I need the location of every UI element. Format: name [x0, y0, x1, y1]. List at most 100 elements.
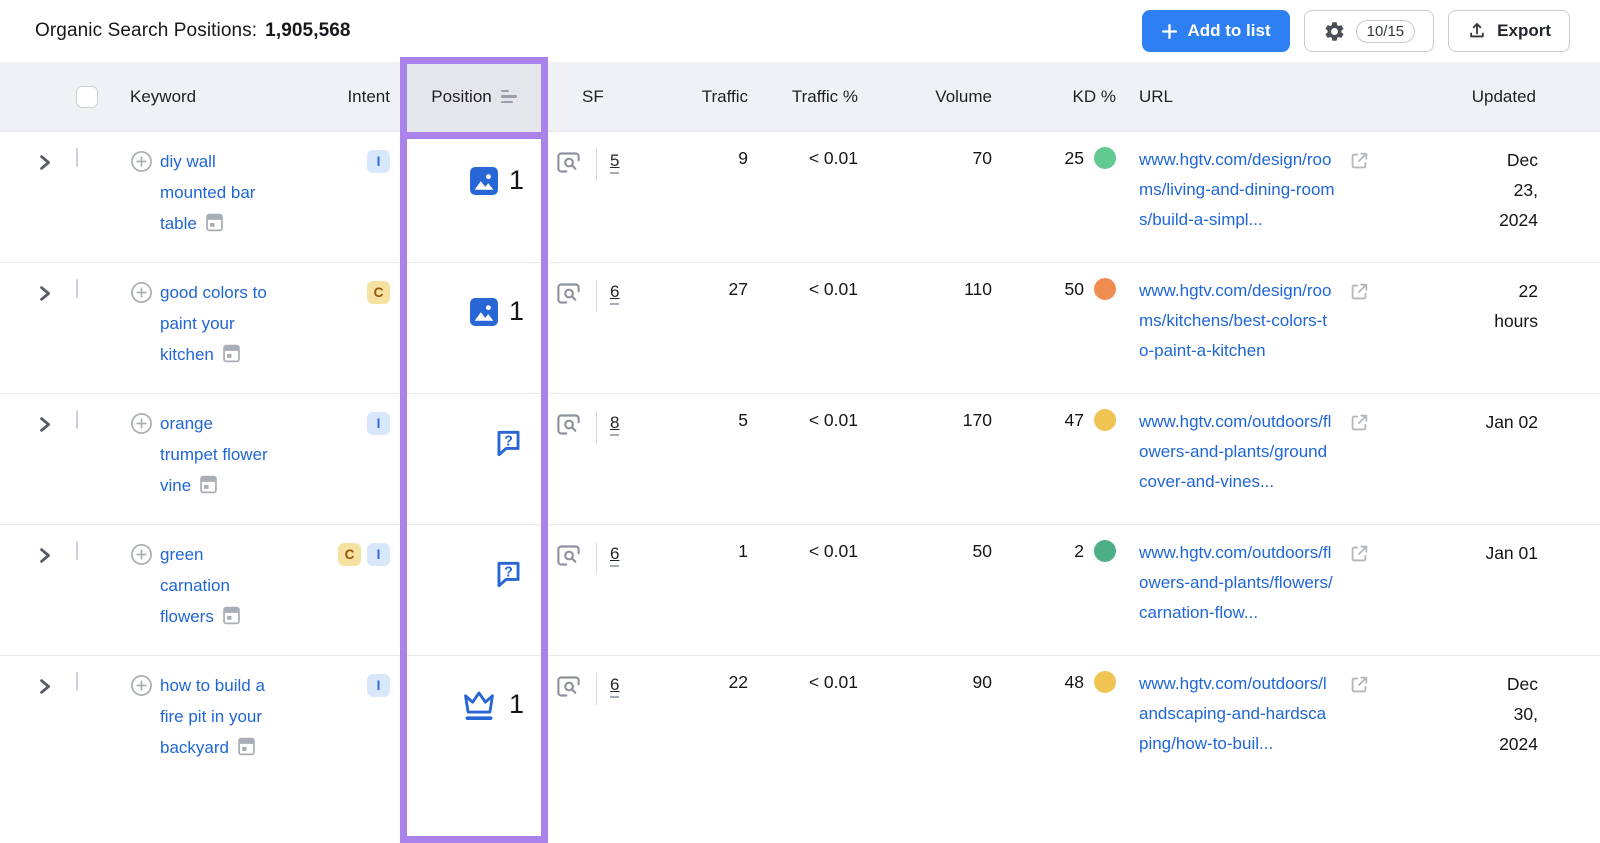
- column-header-traffic[interactable]: Traffic: [701, 86, 748, 106]
- intent-badge-commercial[interactable]: C: [367, 281, 390, 304]
- column-header-updated[interactable]: Updated: [1471, 86, 1536, 106]
- keyword-cell: diy wall mounted bar table: [100, 132, 282, 262]
- external-link-icon[interactable]: [1348, 412, 1370, 439]
- external-link-icon[interactable]: [1348, 674, 1370, 701]
- column-header-kd[interactable]: KD %: [1072, 86, 1116, 106]
- serp-features-preview-icon[interactable]: [555, 149, 582, 176]
- external-link-icon[interactable]: [1348, 150, 1370, 177]
- serp-features-preview-icon[interactable]: [555, 411, 582, 438]
- keyword-link[interactable]: green carnation flowers: [160, 539, 274, 636]
- kd-value: 48: [1064, 672, 1084, 692]
- kd-difficulty-dot: [1094, 147, 1116, 169]
- row-checkbox[interactable]: [76, 672, 78, 691]
- url-link[interactable]: www.hgtv.com/design/rooms/kitchens/best-…: [1139, 281, 1332, 360]
- volume-cell: 170: [962, 410, 992, 430]
- add-keyword-icon[interactable]: [130, 281, 153, 309]
- sf-count-link[interactable]: 5: [610, 151, 620, 174]
- add-to-list-label: Add to list: [1187, 21, 1271, 40]
- keyword-cell: good colors to paint your kitchen: [100, 263, 282, 393]
- checkbox-cell: [52, 263, 100, 393]
- column-header-url[interactable]: URL: [1139, 86, 1174, 106]
- traffic-pct-cell: < 0.01: [808, 410, 858, 430]
- serp-snapshot-icon[interactable]: [221, 343, 242, 374]
- columns-count-badge: 10/15: [1355, 19, 1416, 43]
- chevron-right-icon[interactable]: [36, 283, 53, 304]
- intent-badge-informational[interactable]: I: [367, 543, 390, 566]
- sf-cell: 5: [548, 132, 660, 262]
- keyword-link[interactable]: orange trumpet flower vine: [160, 408, 274, 505]
- keyword-link[interactable]: good colors to paint your kitchen: [160, 277, 274, 374]
- toolbar-actions: Add to list 10/15 Export: [1141, 10, 1570, 52]
- keyword-link[interactable]: how to build a fire pit in your backyard: [160, 670, 274, 767]
- select-all-checkbox[interactable]: [76, 85, 98, 108]
- chevron-right-icon[interactable]: [36, 152, 53, 173]
- row-checkbox[interactable]: [76, 541, 78, 560]
- add-keyword-icon[interactable]: [130, 543, 153, 571]
- row-checkbox[interactable]: [76, 410, 78, 429]
- column-header-traffic-pct[interactable]: Traffic %: [791, 86, 858, 106]
- add-keyword-icon[interactable]: [130, 674, 153, 702]
- add-to-list-button[interactable]: Add to list: [1141, 10, 1290, 52]
- chevron-right-icon[interactable]: [36, 545, 53, 566]
- serp-snapshot-icon[interactable]: [204, 212, 225, 243]
- kd-value: 50: [1064, 279, 1084, 299]
- export-button[interactable]: Export: [1448, 10, 1570, 52]
- chevron-right-icon[interactable]: [36, 676, 53, 697]
- question-bubble-icon: ?: [493, 427, 524, 458]
- url-link[interactable]: www.hgtv.com/outdoors/flowers-and-plants…: [1139, 543, 1333, 622]
- row-checkbox[interactable]: [76, 148, 78, 167]
- table-row: orange trumpet flower vine I ? 8 5 < 0.0…: [0, 394, 1600, 525]
- serp-features-preview-icon[interactable]: [555, 673, 582, 700]
- traffic-pct-cell: < 0.01: [808, 541, 858, 561]
- plus-icon: [1161, 23, 1178, 40]
- traffic-cell: 5: [738, 410, 748, 430]
- intent-badge-informational[interactable]: I: [367, 412, 390, 435]
- external-link-icon[interactable]: [1348, 543, 1370, 570]
- keyword-text: orange trumpet flower vine: [160, 414, 268, 495]
- column-header-keyword[interactable]: Keyword: [130, 86, 197, 106]
- svg-text:?: ?: [504, 565, 513, 581]
- column-header-sf[interactable]: SF: [582, 86, 604, 106]
- intent-badge-informational[interactable]: I: [367, 150, 390, 173]
- chevron-right-icon[interactable]: [36, 414, 53, 435]
- serp-features-preview-icon[interactable]: [555, 542, 582, 569]
- kd-cell: 47: [1034, 394, 1130, 524]
- column-header-position[interactable]: Position: [400, 62, 548, 131]
- intent-badge-informational[interactable]: I: [367, 674, 390, 697]
- url-link[interactable]: www.hgtv.com/design/rooms/living-and-din…: [1139, 150, 1335, 229]
- expand-cell: [0, 263, 52, 393]
- column-header-volume[interactable]: Volume: [935, 86, 992, 106]
- intent-badge-commercial[interactable]: C: [338, 543, 361, 566]
- row-checkbox[interactable]: [76, 279, 78, 298]
- add-keyword-icon[interactable]: [130, 150, 153, 178]
- column-header-intent[interactable]: Intent: [347, 86, 390, 106]
- sf-count-link[interactable]: 8: [610, 413, 620, 436]
- manage-columns-button[interactable]: 10/15: [1303, 10, 1435, 52]
- checkbox-cell: [52, 132, 100, 262]
- keyword-link[interactable]: diy wall mounted bar table: [160, 146, 274, 243]
- url-link[interactable]: www.hgtv.com/outdoors/landscaping-and-ha…: [1139, 674, 1327, 753]
- header-expand-spacer: [0, 62, 52, 131]
- divider: [596, 411, 597, 443]
- sf-count-link[interactable]: 6: [610, 282, 620, 305]
- url-cell: www.hgtv.com/design/rooms/living-and-din…: [1130, 132, 1472, 262]
- serp-snapshot-icon[interactable]: [221, 605, 242, 636]
- serp-snapshot-icon[interactable]: [198, 474, 219, 505]
- sf-count-link[interactable]: 6: [610, 675, 620, 698]
- serp-features-preview-icon[interactable]: [555, 280, 582, 307]
- sf-count-link[interactable]: 6: [610, 544, 620, 567]
- serp-snapshot-icon[interactable]: [236, 736, 257, 767]
- position-cell: 1: [400, 656, 548, 732]
- kd-difficulty-dot: [1094, 540, 1116, 562]
- expand-cell: [0, 525, 52, 655]
- external-link-icon[interactable]: [1348, 281, 1370, 308]
- page-title: Organic Search Positions: 1,905,568: [35, 20, 351, 42]
- updated-cell: Jan 02: [1485, 412, 1538, 432]
- divider: [596, 149, 597, 181]
- add-keyword-icon[interactable]: [130, 412, 153, 440]
- intent-cell: C: [282, 263, 400, 393]
- intent-cell: I: [282, 394, 400, 524]
- url-link[interactable]: www.hgtv.com/outdoors/flowers-and-plants…: [1139, 412, 1332, 491]
- volume-cell: 90: [972, 672, 992, 692]
